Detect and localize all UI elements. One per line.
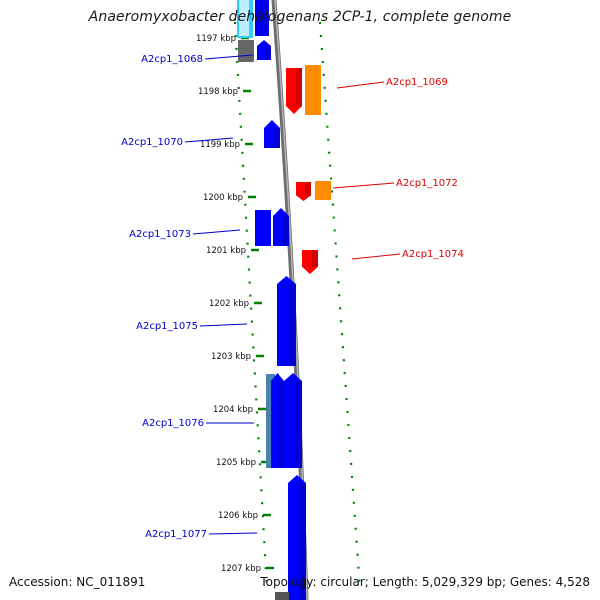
gene-label-A2cp1_1073: A2cp1_1073 <box>129 229 191 240</box>
feature-gray-bottom <box>275 592 289 600</box>
feature-track <box>237 0 331 600</box>
kbp-tick-label: 1198 kbp <box>198 87 238 97</box>
gene-A2cp1_1068-arrow-shade <box>266 46 271 60</box>
gene-A2cp1_1073-box <box>255 210 271 246</box>
accession-text: Accession: NC_011891 <box>9 575 145 589</box>
kbp-tick-label: 1204 kbp <box>213 405 253 415</box>
gene-label-A2cp1_1069: A2cp1_1069 <box>386 77 448 88</box>
gene-label-A2cp1_1075: A2cp1_1075 <box>136 321 198 332</box>
gene-label-A2cp1_1076: A2cp1_1076 <box>142 418 204 429</box>
kbp-tick-label: 1200 kbp <box>203 193 243 203</box>
genome-title: Anaeromyxobacter dehalogenans 2CP-1, com… <box>0 9 600 25</box>
kbp-tick-label: 1207 kbp <box>221 564 261 574</box>
gene-A2cp1_1074-arrow-shade <box>312 250 318 267</box>
leader-line-A2cp1_1069 <box>337 82 384 88</box>
kbp-tick-label: 1201 kbp <box>206 246 246 256</box>
leader-line-A2cp1_1073 <box>193 230 240 234</box>
gene-A2cp1_1072-arrow-shade <box>305 182 311 195</box>
gene-label-A2cp1_1074: A2cp1_1074 <box>402 249 464 260</box>
leader-line-A2cp1_1075 <box>200 324 247 326</box>
gene-label-A2cp1_1072: A2cp1_1072 <box>396 178 458 189</box>
leader-line-A2cp1_1077 <box>209 533 257 534</box>
gene-label-A2cp1_1070: A2cp1_1070 <box>121 137 183 148</box>
gene-label-A2cp1_1077: A2cp1_1077 <box>145 529 207 540</box>
gene-label-A2cp1_1068: A2cp1_1068 <box>141 54 203 65</box>
gene-A2cp1_1076b-arrow-shade <box>295 381 302 468</box>
kbp-tick-label: 1206 kbp <box>218 511 258 521</box>
gene-A2cp1_1075-arrow-shade <box>289 284 296 366</box>
leader-line-A2cp1_1074 <box>352 254 400 259</box>
kbp-tick-label: 1197 kbp <box>196 34 236 44</box>
ruler-outer-track <box>320 22 360 590</box>
cds-A2cp1_1072 <box>315 181 331 200</box>
feature-gray <box>238 40 254 62</box>
kbp-tick-label: 1205 kbp <box>216 458 256 468</box>
gene-A2cp1_1070-arrow-shade <box>274 128 280 148</box>
gene-A2cp1_1069-arrow-shade <box>296 68 302 106</box>
cds-A2cp1_1069 <box>305 65 321 115</box>
kbp-tick-label: 1202 kbp <box>209 299 249 309</box>
gene-A2cp1_1076a-arrow-shade <box>279 381 284 468</box>
gene-A2cp1_1073-arrow-shade <box>283 216 289 246</box>
kbp-tick-label: 1203 kbp <box>211 352 251 362</box>
genome-summary-text: Topology: circular; Length: 5,029,329 bp… <box>260 575 590 589</box>
kbp-tick-label: 1199 kbp <box>200 140 240 150</box>
leader-line-A2cp1_1072 <box>333 183 394 188</box>
